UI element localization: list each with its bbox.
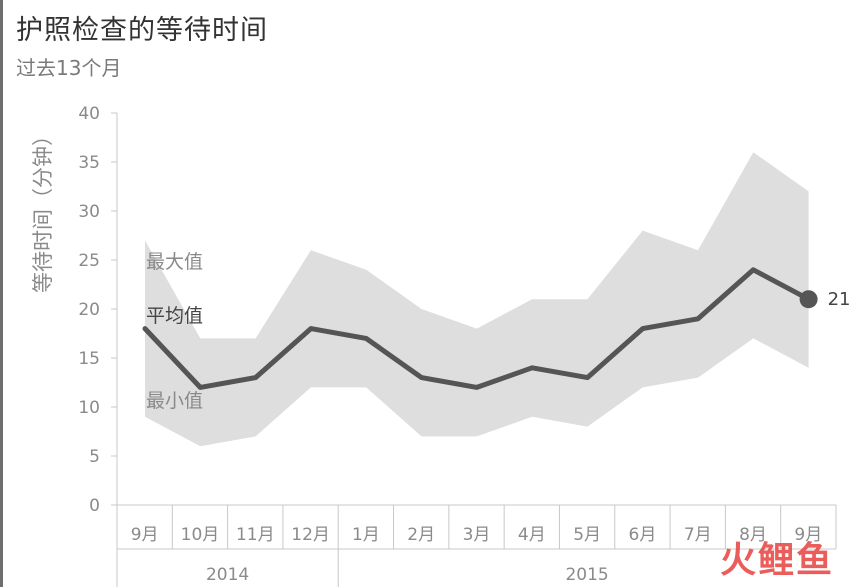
average-end-label: 21 — [828, 289, 851, 310]
y-tick-label: 5 — [89, 447, 100, 467]
x-tick-label: 12月 — [291, 525, 330, 545]
year-label: 2014 — [206, 565, 249, 585]
watermark-logo: 火鲤鱼 — [719, 540, 834, 581]
x-tick-label: 6月 — [629, 525, 657, 545]
x-tick-label: 10月 — [181, 525, 220, 545]
min-max-band — [145, 152, 809, 447]
y-tick-label: 15 — [78, 349, 100, 369]
y-axis-title: 等待时间（分钟） — [31, 125, 55, 293]
x-tick-label: 9月 — [794, 525, 822, 545]
y-tick-label: 20 — [78, 300, 100, 320]
chart-title: 护照检查的等待时间 — [16, 15, 268, 46]
y-tick-label: 35 — [78, 153, 100, 173]
chart-subtitle: 过去13个月 — [16, 56, 122, 80]
x-tick-label: 4月 — [518, 525, 546, 545]
y-tick-label: 25 — [78, 251, 100, 271]
y-tick-label: 30 — [78, 202, 100, 222]
y-tick-label: 10 — [78, 398, 100, 418]
average-line — [142, 267, 812, 390]
x-tick-label: 5月 — [573, 525, 601, 545]
y-tick-label: 0 — [89, 496, 100, 516]
series-label-avg: 平均值 — [146, 305, 203, 327]
y-tick-label: 40 — [78, 104, 100, 124]
left-border — [0, 0, 3, 587]
x-tick-label: 8月 — [739, 525, 767, 545]
series-label-max: 最大值 — [146, 251, 203, 273]
x-tick-label: 3月 — [463, 525, 491, 545]
series-label-min: 最小值 — [146, 390, 203, 412]
x-tick-label: 2月 — [407, 525, 435, 545]
x-tick-label: 7月 — [684, 525, 712, 545]
x-tick-label: 9月 — [131, 525, 159, 545]
x-tick-label: 1月 — [352, 525, 380, 545]
average-end-point — [799, 290, 818, 309]
year-label: 2015 — [565, 565, 608, 585]
x-tick-label: 11月 — [236, 525, 275, 545]
